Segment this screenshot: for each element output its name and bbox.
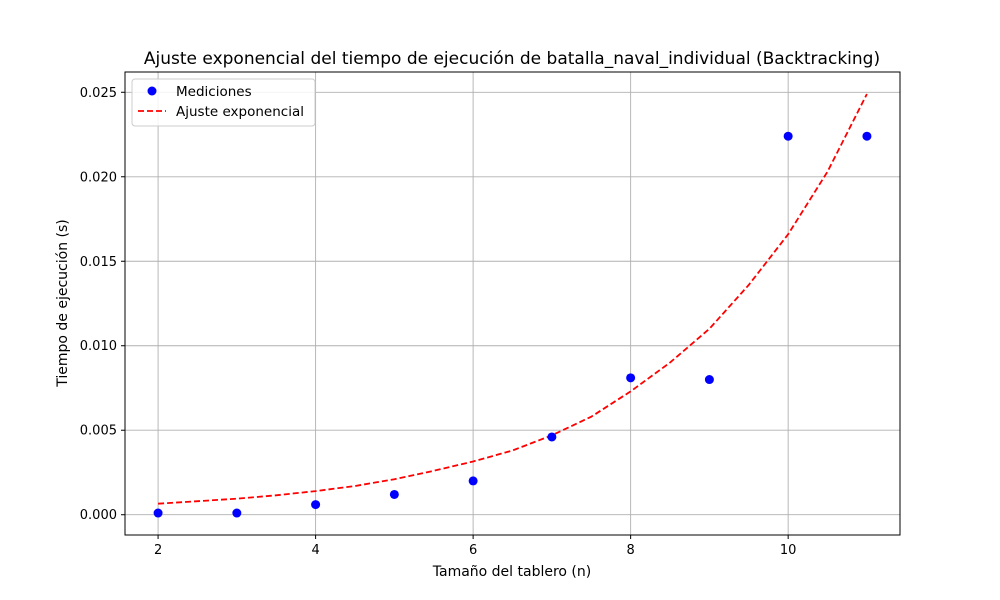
- axis-ticks: 2 4 6 8 10 0.000 0.005 0.010 0.015 0.020 0.025: [80, 86, 797, 558]
- plot-data: [153, 93, 872, 518]
- x-tick-label: 8: [626, 543, 634, 558]
- measurement-point: [232, 508, 242, 518]
- x-tick-label: 6: [469, 543, 477, 558]
- legend: Mediciones Ajuste exponencial: [131, 78, 316, 127]
- measurement-point: [468, 476, 478, 486]
- measurement-point: [311, 500, 321, 510]
- x-tick-label: 4: [311, 543, 319, 558]
- measurement-point: [862, 131, 872, 141]
- measurement-point: [704, 375, 714, 385]
- measurement-point: [389, 489, 399, 499]
- x-tick-label: 10: [780, 543, 797, 558]
- measurement-point: [783, 131, 793, 141]
- y-axis-label: Tiempo de ejecución (s): [55, 219, 71, 388]
- y-tick-label: 0.000: [80, 508, 117, 523]
- y-tick-label: 0.020: [80, 170, 117, 185]
- x-axis-label: Tamaño del tablero (n): [432, 564, 591, 580]
- legend-box: [131, 78, 316, 127]
- plot-frame: [124, 71, 901, 536]
- legend-marker-mediciones: [147, 86, 157, 96]
- grid: [125, 72, 900, 535]
- fit-line: [158, 93, 868, 505]
- legend-label-mediciones: Mediciones: [176, 84, 252, 100]
- y-tick-label: 0.010: [80, 339, 117, 354]
- y-tick-label: 0.005: [80, 424, 117, 439]
- measurement-point: [626, 373, 636, 383]
- y-tick-label: 0.015: [80, 255, 117, 270]
- legend-label-ajuste: Ajuste exponencial: [176, 104, 304, 120]
- y-tick-label: 0.025: [80, 86, 117, 101]
- chart-title: Ajuste exponencial del tiempo de ejecuci…: [144, 49, 880, 69]
- measurement-point: [153, 508, 163, 518]
- measurement-point: [547, 432, 557, 442]
- x-tick-label: 2: [154, 543, 162, 558]
